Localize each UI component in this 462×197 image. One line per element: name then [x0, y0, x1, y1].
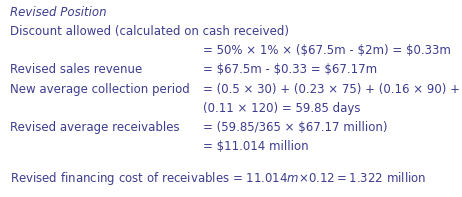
Text: Revised financing cost of receivables = $11.014m × 0.12 = $1.322 million: Revised financing cost of receivables = …	[10, 170, 426, 187]
Text: = $67.5m - $0.33 = $67.17m: = $67.5m - $0.33 = $67.17m	[203, 63, 377, 76]
Text: Discount allowed (calculated on cash received): Discount allowed (calculated on cash rec…	[10, 25, 289, 38]
Text: = (0.5 × 30) + (0.23 × 75) + (0.16 × 90) +: = (0.5 × 30) + (0.23 × 75) + (0.16 × 90)…	[203, 83, 460, 96]
Text: New average collection period: New average collection period	[10, 83, 190, 96]
Text: Revised sales revenue: Revised sales revenue	[10, 63, 142, 76]
Text: = (59.85/365 × $67.17 million): = (59.85/365 × $67.17 million)	[203, 121, 388, 134]
Text: = 50% × 1% × ($67.5m - $2m) = $0.33m: = 50% × 1% × ($67.5m - $2m) = $0.33m	[203, 44, 451, 57]
Text: (0.11 × 120) = 59.85 days: (0.11 × 120) = 59.85 days	[203, 102, 361, 115]
Text: Revised average receivables: Revised average receivables	[10, 121, 180, 134]
Text: = $11.014 million: = $11.014 million	[203, 140, 309, 153]
Text: Revised Position: Revised Position	[10, 6, 107, 19]
